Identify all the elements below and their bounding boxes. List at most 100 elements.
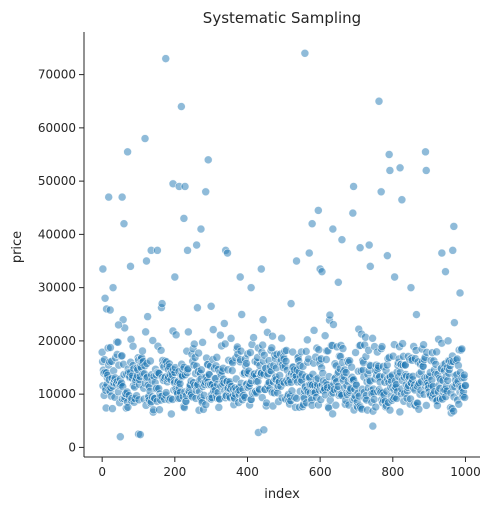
x-axis-label: index [264,487,300,502]
scatter-point [117,351,127,361]
scatter-point [117,192,127,202]
scatter-point [194,348,203,358]
scatter-point [443,336,453,346]
scatter-point [123,402,133,412]
scatter-point [337,235,347,245]
y-axis-label: price [10,231,25,263]
scatter-point [249,333,258,342]
scatter-point [258,315,268,325]
scatter-point [304,248,314,258]
scatter-point [301,347,311,356]
scatter-point [140,134,150,143]
scatter-point [242,359,251,368]
x-tick-label: 0 [98,465,106,479]
x-tick-label: 200 [163,465,186,479]
y-tick-label: 0 [68,440,76,454]
scatter-point [374,96,384,106]
scatter-point [206,301,216,311]
scatter-point [443,376,452,385]
scatter-point [406,283,416,292]
scatter-point [138,346,147,356]
scatter-point [334,278,343,287]
scatter-point [277,333,286,343]
scatter-point [148,336,158,345]
scatter-point [365,262,375,271]
scatter-point [341,368,351,377]
scatter-point [136,430,145,439]
scatter-point [196,224,206,234]
scatter-point [237,310,247,319]
scatter-point [156,346,166,355]
scatter-point [114,320,123,330]
points-layer [97,48,470,442]
scatter-point [349,182,358,191]
scatter-point [208,325,218,334]
scatter-point [113,337,123,347]
scatter-point [171,330,181,340]
scatter-point [126,262,135,271]
scatter-point [292,256,301,266]
scatter-point [108,404,117,413]
scatter-point [116,432,125,442]
scatter-point [328,409,337,419]
scatter-point [259,350,269,360]
scatter-point [307,219,317,229]
scatter-point [377,342,387,351]
scatter-point [320,331,330,340]
scatter-point [235,272,245,282]
y-tick-label: 70000 [38,68,76,82]
scatter-point [216,330,225,340]
scatter-point [347,362,356,372]
scatter-point [98,264,108,274]
scatter-point [104,192,113,202]
scatter-point [460,393,469,402]
scatter-point [395,407,405,417]
scatter-point [193,303,202,313]
scatter-point [226,334,236,343]
scatter-point [281,356,291,366]
scatter-point [170,272,180,282]
scatter-point [383,251,392,260]
scatter-point [246,348,255,357]
scatter-point [192,240,201,250]
scatter-point [227,366,237,375]
scatter-point [197,365,206,375]
scatter-point [179,214,189,223]
x-tick-label: 600 [309,465,332,479]
scatter-point [157,299,167,308]
scatter-point [459,370,469,380]
x-tick-label: 1000 [450,465,481,479]
scatter-point [108,283,118,292]
scatter-point [454,399,464,409]
y-tick-label: 10000 [38,387,76,401]
scatter-point [214,403,224,412]
scatter-point [268,331,277,341]
scatter-point [448,246,458,255]
scatter-point [184,327,193,337]
scatter-point [457,344,467,354]
scatter-point [421,147,430,157]
scatter-point [412,310,421,319]
scatter-point [338,344,348,353]
scatter-point [303,335,312,345]
scatter-point [146,356,155,366]
chart-title: Systematic Sampling [203,9,361,27]
scatter-point [309,326,319,335]
scatter-point [398,339,407,348]
scatter-point [105,305,115,315]
scatter-point [314,206,323,215]
scatter-point [414,404,424,414]
scatter-point [385,166,395,175]
scatter-point [432,347,441,357]
scatter-point [368,421,378,431]
scatter-point [437,248,447,258]
scatter-point [288,347,298,357]
scatter-point [201,400,211,410]
scatter-point [223,248,232,258]
scatter-point [123,147,132,157]
scatter-point [328,224,338,234]
scatter-point [161,54,171,63]
y-tick-label: 30000 [38,281,76,295]
scatter-point [449,406,458,416]
